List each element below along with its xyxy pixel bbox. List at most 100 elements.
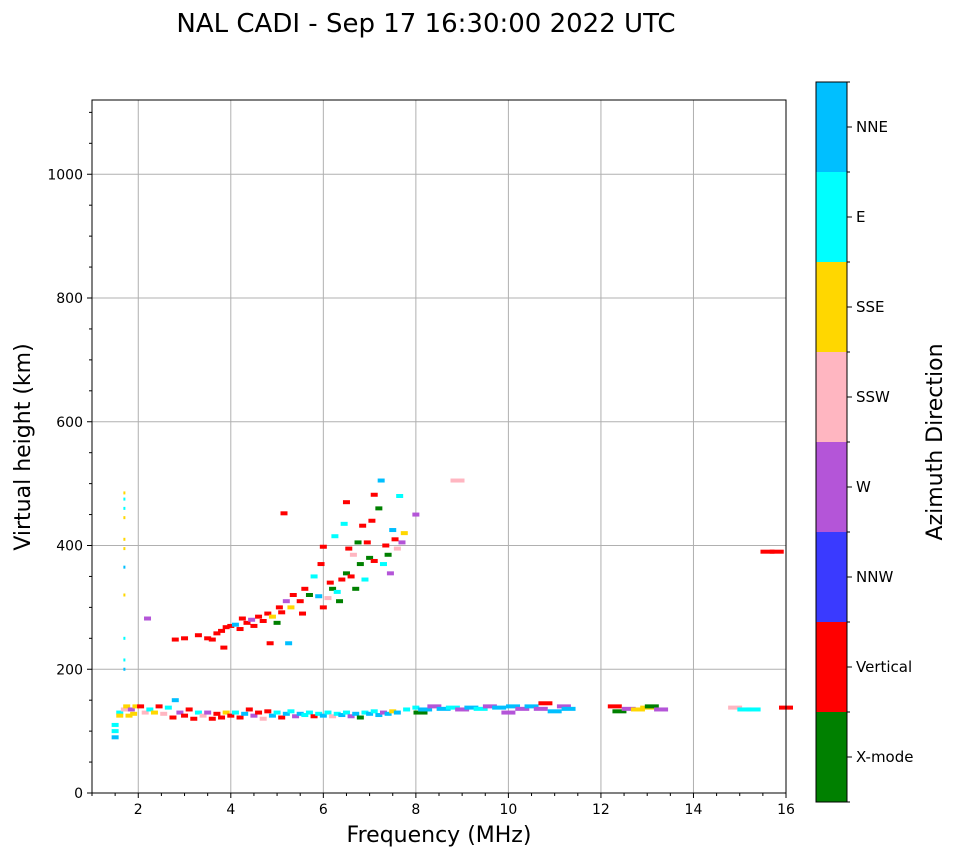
colorbar-segment bbox=[816, 622, 847, 712]
data-point bbox=[728, 705, 743, 710]
data-point bbox=[227, 713, 235, 718]
data-point bbox=[250, 713, 258, 718]
colorbar-label: NNE bbox=[856, 118, 888, 136]
data-point bbox=[342, 710, 350, 715]
data-point bbox=[644, 704, 659, 709]
data-point bbox=[222, 625, 230, 630]
data-point bbox=[501, 710, 516, 715]
colorbar-label: W bbox=[856, 478, 871, 496]
data-point bbox=[654, 707, 669, 712]
data-point bbox=[370, 558, 378, 563]
x-axis-title: Frequency (MHz) bbox=[347, 823, 532, 848]
data-point bbox=[324, 710, 332, 715]
data-point bbox=[506, 704, 521, 709]
data-points bbox=[111, 478, 793, 740]
data-point bbox=[181, 713, 189, 718]
data-point bbox=[296, 599, 304, 604]
data-point bbox=[366, 555, 374, 560]
data-point bbox=[123, 497, 126, 501]
data-point bbox=[238, 616, 246, 621]
data-point bbox=[361, 710, 369, 715]
data-point bbox=[547, 709, 562, 714]
data-point bbox=[123, 658, 126, 662]
data-point bbox=[248, 617, 256, 622]
data-point bbox=[359, 523, 367, 528]
data-point bbox=[296, 711, 304, 716]
data-point bbox=[393, 546, 401, 551]
data-point bbox=[319, 713, 327, 718]
data-point bbox=[255, 614, 263, 619]
data-point bbox=[268, 614, 276, 619]
colorbar-label: SSW bbox=[856, 388, 890, 406]
colorbar-label: SSE bbox=[856, 298, 885, 316]
data-point bbox=[370, 709, 378, 714]
data-point bbox=[204, 636, 212, 641]
colorbar-segment bbox=[816, 352, 847, 442]
data-point bbox=[273, 710, 281, 715]
data-point bbox=[326, 580, 334, 585]
data-point bbox=[181, 636, 189, 641]
data-point bbox=[436, 706, 451, 711]
data-point bbox=[218, 628, 226, 633]
data-point bbox=[220, 645, 228, 650]
data-point bbox=[171, 698, 179, 703]
y-tick-label: 200 bbox=[56, 662, 83, 678]
data-point bbox=[123, 537, 126, 541]
data-point bbox=[236, 715, 244, 720]
data-point bbox=[123, 516, 126, 520]
data-point bbox=[329, 714, 337, 719]
data-point bbox=[396, 494, 404, 498]
data-point bbox=[282, 599, 290, 604]
data-point bbox=[391, 537, 399, 542]
y-axis-title: Virtual height (km) bbox=[11, 343, 36, 550]
data-point bbox=[368, 518, 376, 523]
data-point bbox=[259, 716, 267, 721]
data-point bbox=[538, 701, 553, 706]
colorbar-segment bbox=[816, 442, 847, 532]
data-point bbox=[379, 710, 387, 715]
data-point bbox=[120, 707, 128, 712]
y-tick-label: 1000 bbox=[47, 167, 83, 183]
data-point bbox=[132, 704, 140, 709]
data-point bbox=[398, 540, 406, 545]
data-point bbox=[146, 707, 154, 712]
data-point bbox=[280, 511, 288, 516]
data-point bbox=[208, 716, 216, 721]
data-point bbox=[245, 707, 253, 712]
data-point bbox=[292, 714, 300, 719]
data-point bbox=[141, 710, 149, 715]
data-point bbox=[287, 709, 295, 714]
colorbar-segment bbox=[816, 172, 847, 262]
data-point bbox=[418, 707, 433, 712]
data-point bbox=[231, 622, 239, 627]
y-tick-label: 0 bbox=[74, 786, 83, 802]
data-point bbox=[305, 710, 313, 715]
plot-area-frame bbox=[91, 99, 787, 794]
data-point bbox=[208, 637, 216, 642]
data-point bbox=[556, 704, 571, 709]
data-point bbox=[393, 710, 401, 715]
data-point bbox=[176, 710, 184, 715]
data-point bbox=[324, 596, 332, 601]
data-point bbox=[259, 618, 267, 623]
data-point bbox=[384, 711, 392, 716]
data-point bbox=[123, 506, 126, 510]
data-point bbox=[264, 709, 272, 714]
data-point bbox=[125, 713, 133, 718]
data-point bbox=[315, 711, 323, 716]
data-point bbox=[305, 593, 313, 597]
data-point bbox=[123, 636, 126, 640]
data-point bbox=[299, 611, 307, 616]
data-point bbox=[361, 577, 369, 582]
data-point bbox=[310, 574, 318, 579]
data-point bbox=[123, 491, 126, 495]
data-point bbox=[356, 562, 364, 567]
data-point bbox=[352, 711, 360, 716]
data-point bbox=[389, 528, 397, 533]
y-tick-label: 400 bbox=[56, 539, 83, 555]
y-tick-label: 800 bbox=[56, 291, 83, 307]
data-point bbox=[769, 549, 784, 554]
data-point bbox=[384, 552, 392, 557]
data-point bbox=[123, 565, 126, 569]
data-point bbox=[382, 543, 390, 548]
